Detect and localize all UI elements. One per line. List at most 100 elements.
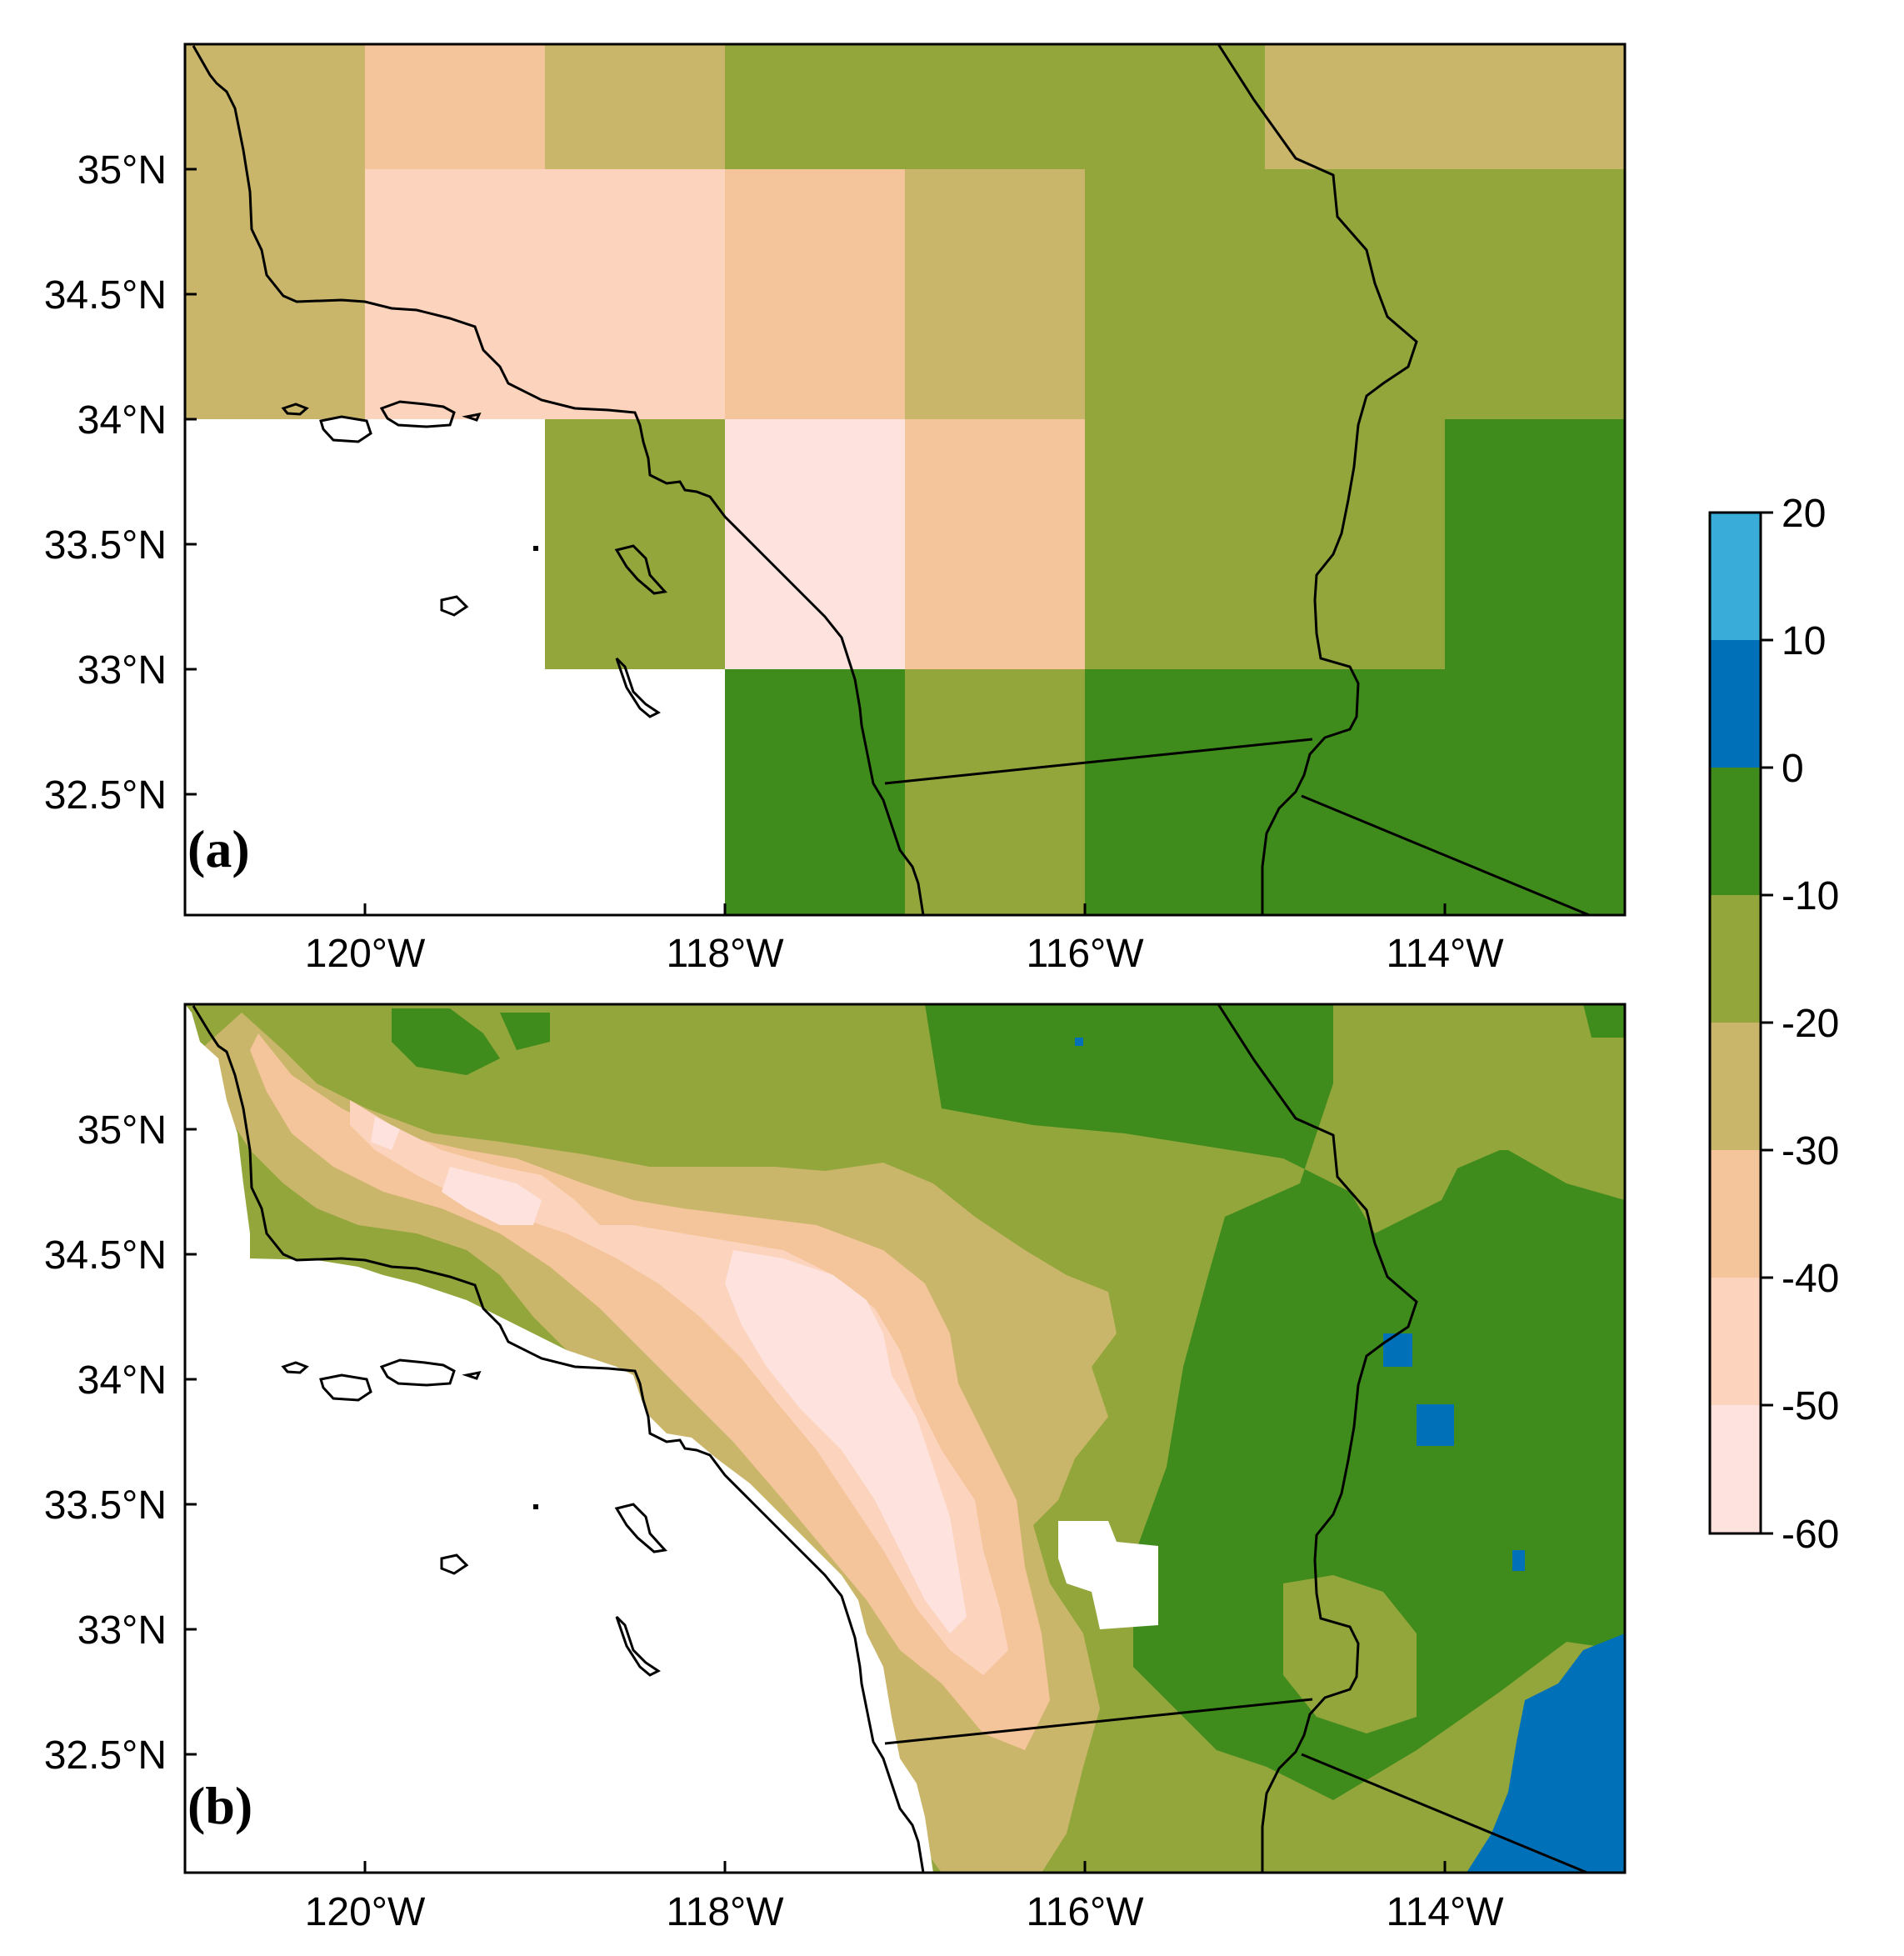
island — [379, 400, 456, 428]
lat-tick-label: 35°N — [77, 1108, 167, 1153]
panel-a-lon-ticks — [363, 903, 1447, 915]
grid-cell — [1265, 44, 1625, 169]
region-fill — [1467, 1633, 1625, 1873]
grid-cell — [905, 669, 1085, 915]
grid-cell — [725, 44, 1265, 169]
colorbar-tick-label: -60 — [1782, 1513, 1839, 1557]
island — [281, 403, 309, 416]
ocean — [185, 1004, 933, 1873]
region-fill — [1512, 1550, 1525, 1571]
coastline — [192, 1005, 925, 1873]
island — [614, 544, 667, 595]
grid-cell — [545, 419, 725, 669]
panel-b-frame — [183, 1003, 1627, 1874]
lon-tick-label: 116°W — [1026, 932, 1144, 976]
island — [462, 412, 482, 422]
region-fill — [725, 1250, 967, 1633]
grid-cell — [1445, 419, 1625, 669]
lon-tick-label: 116°W — [1026, 1890, 1144, 1934]
lat-tick-label: 35°N — [77, 148, 167, 193]
national-border — [884, 1698, 1313, 1745]
lat-tick-label: 33°N — [77, 648, 167, 693]
grid-cell — [1085, 169, 1625, 419]
grid-cell — [185, 169, 365, 419]
island — [319, 1373, 372, 1402]
island — [615, 657, 661, 718]
colorbar-swatch — [1710, 768, 1761, 895]
grid-cell — [1085, 669, 1625, 915]
region-fill — [392, 1008, 500, 1075]
region-fill — [500, 1013, 550, 1050]
colorbar-tick-label: -30 — [1782, 1129, 1839, 1173]
colorbar-swatch — [1710, 895, 1761, 1023]
colorbar: 20 10 0 -10 -20 -30 -40 -50 -60 — [1708, 492, 1839, 1557]
panel-b-lon-ticks — [363, 1861, 1447, 1873]
island — [440, 1553, 469, 1575]
panel-a-frame — [183, 43, 1627, 917]
lat-tick-label: 32.5°N — [44, 1733, 167, 1778]
grid-cell — [1085, 419, 1445, 669]
colorbar-swatch — [1710, 640, 1761, 768]
lat-tick-label: 33.5°N — [44, 523, 167, 568]
colorbar-swatch — [1710, 1405, 1761, 1533]
colorbar-tick-label: 20 — [1782, 492, 1826, 536]
state-border — [1301, 1753, 1591, 1873]
lon-tick-label: 118°W — [666, 1890, 784, 1934]
island — [440, 595, 469, 617]
region-fill — [925, 1004, 1625, 1800]
colorbar-tick-label: -40 — [1782, 1257, 1839, 1301]
lon-tick-label: 120°W — [305, 1890, 426, 1934]
colorbar-tick-label: -50 — [1782, 1384, 1839, 1428]
colorbar-ticks — [1761, 511, 1773, 1535]
lon-tick-label: 114°W — [1386, 932, 1504, 976]
island — [615, 1615, 661, 1677]
grid-cell — [185, 44, 365, 169]
lake — [1058, 1521, 1158, 1629]
lon-tick-label: 114°W — [1386, 1890, 1504, 1934]
panel-b-map — [185, 1004, 1625, 1873]
colorbar-tick-label: -20 — [1782, 1002, 1839, 1046]
panel-b-lat-ticks — [185, 1128, 197, 1756]
national-border — [884, 738, 1313, 785]
region-fill — [1075, 1038, 1083, 1046]
region-fill — [371, 1117, 400, 1150]
region-fill — [1375, 1067, 1525, 1175]
region-fill — [1417, 1404, 1454, 1446]
panel-a-lat-ticks — [185, 168, 197, 796]
grid-cell — [725, 169, 905, 419]
island — [281, 1361, 309, 1374]
state-border — [1301, 794, 1593, 915]
panel-b-label: (b) — [187, 1776, 252, 1835]
grid-cell — [725, 669, 905, 915]
lat-tick-label: 34.5°N — [44, 273, 167, 318]
state-border — [1217, 44, 1418, 915]
grid-cell — [365, 44, 545, 169]
panel-b: 35°N 34.5°N 34°N 33.5°N 33°N 32.5°N 120°… — [44, 1003, 1627, 1934]
region-fill — [250, 1033, 1050, 1750]
lon-tick-label: 120°W — [305, 932, 426, 976]
region-fill — [200, 1013, 1117, 1873]
lat-tick-label: 32.5°N — [44, 773, 167, 818]
grid-cell — [725, 419, 905, 669]
colorbar-tick-label: 0 — [1782, 747, 1804, 791]
colorbar-swatch — [1710, 1278, 1761, 1405]
island — [379, 1358, 456, 1387]
lat-tick-label: 34°N — [77, 398, 167, 443]
grid-cell — [545, 44, 725, 169]
lat-tick-label: 34°N — [77, 1358, 167, 1403]
colorbar-tick-label: -10 — [1782, 874, 1839, 918]
grid-cell — [905, 419, 1085, 669]
lat-tick-label: 33.5°N — [44, 1483, 167, 1528]
grid-cell — [365, 169, 725, 419]
state-border — [1217, 1004, 1418, 1873]
coastline — [192, 45, 925, 915]
island — [462, 1370, 482, 1380]
colorbar-swatch — [1710, 513, 1761, 640]
lat-tick-label: 34.5°N — [44, 1233, 167, 1278]
region-fill — [1283, 1575, 1417, 1733]
region-fill — [1583, 1004, 1625, 1038]
grid-cell — [905, 169, 1085, 419]
panel-a-map — [185, 44, 1625, 915]
panel-a-label: (a) — [187, 819, 250, 878]
